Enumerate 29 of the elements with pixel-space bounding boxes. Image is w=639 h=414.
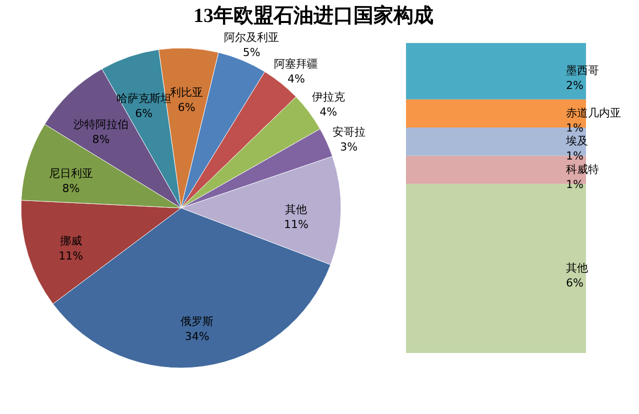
data-label: 11% — [58, 250, 84, 263]
slice-label: 尼日利亚 — [48, 166, 93, 180]
data-label: 6% — [178, 100, 196, 114]
data-label: 8% — [92, 133, 110, 146]
slice-label: 阿塞拜疆 — [274, 58, 318, 71]
slice-label: 阿尔及利亚 — [224, 31, 280, 44]
series-label: 埃及 — [565, 134, 588, 148]
data-label: 34% — [184, 330, 210, 344]
data-label: 1% — [566, 150, 584, 163]
data-label: 5% — [242, 46, 260, 60]
data-label: 8% — [62, 182, 80, 195]
slice-label: 安哥拉 — [332, 126, 366, 139]
series-label: 科威特 — [566, 162, 599, 176]
data-label: 1% — [566, 178, 584, 191]
data-label: 6% — [135, 106, 153, 120]
data-label: 3% — [340, 140, 358, 154]
data-label: 6% — [566, 276, 584, 290]
slice-label: 挪威 — [60, 234, 82, 248]
slice-label: 俄罗斯 — [180, 315, 214, 328]
series-label: 其他 — [566, 261, 588, 274]
slice-label: 其他 — [285, 202, 308, 216]
data-label: 11% — [284, 218, 308, 231]
data-label: 2% — [566, 79, 584, 92]
slice-label: 伊拉克 — [312, 90, 345, 104]
slice-label: 利比亚 — [170, 86, 204, 99]
data-label: 4% — [320, 106, 338, 119]
slice-label: 沙特阿拉伯 — [73, 118, 128, 132]
data-label: 4% — [288, 72, 305, 86]
chart-title: 13年欧盟石油进口国家构成 — [194, 4, 434, 28]
